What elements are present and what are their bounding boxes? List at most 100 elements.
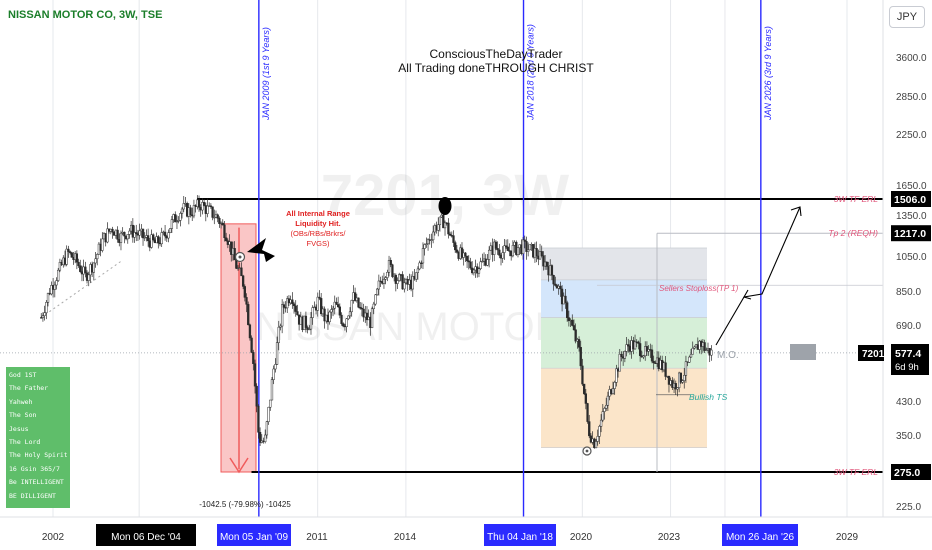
candle-body — [40, 317, 43, 319]
candle-body — [347, 315, 350, 320]
candle-body — [160, 232, 163, 245]
scripture-line: BE DILLIGENT — [9, 491, 56, 500]
candle-body — [389, 259, 392, 265]
candle-body — [243, 286, 246, 298]
candle-body — [650, 349, 654, 362]
candle-body — [213, 217, 216, 219]
candle-body — [163, 231, 167, 237]
scripture-line: The Father — [9, 384, 49, 393]
candle-body — [189, 207, 192, 216]
candle-body — [421, 248, 425, 264]
candle-body — [521, 239, 525, 255]
scripture-line: The Lord — [9, 438, 41, 447]
candle-body — [460, 247, 464, 258]
time-axis-tick: 2029 — [836, 532, 859, 543]
level-bottom-tag-bg — [891, 464, 931, 480]
candle-body — [296, 311, 299, 316]
candle-body — [443, 222, 447, 229]
candle-body — [398, 274, 401, 281]
candle-body — [282, 304, 285, 308]
candle-body — [415, 272, 418, 280]
scripture-note-box: God 1ST The Father Yahweh The Son Jesus … — [6, 367, 70, 508]
candle-body — [225, 237, 228, 242]
scripture-line: Jesus — [9, 424, 29, 433]
time-axis-tick: 2023 — [658, 532, 681, 543]
candle-body — [469, 261, 472, 269]
candle-body — [447, 222, 450, 235]
candle-body — [496, 248, 499, 251]
candle-body — [141, 228, 145, 239]
candle-body — [577, 339, 581, 348]
liquidity-note-line: (OBs/RBs/Brkrs/ — [290, 229, 346, 238]
candle-body — [233, 248, 236, 261]
candle-body — [179, 213, 182, 221]
candle-body — [391, 264, 394, 277]
candle-body — [540, 251, 543, 256]
candle-body — [167, 232, 170, 239]
price-axis-tick: 2250.0 — [896, 130, 927, 141]
current-price-bg — [891, 344, 929, 375]
candle-body — [202, 202, 206, 206]
candle-body — [525, 241, 528, 252]
candle-body — [175, 220, 179, 223]
candle-body — [431, 231, 435, 241]
candle-body — [277, 326, 280, 343]
candle-body — [333, 301, 336, 309]
candle-body — [152, 234, 155, 241]
candle-body — [498, 249, 501, 256]
candle-body — [633, 341, 637, 350]
price-axis-tick: 225.0 — [896, 502, 921, 513]
candle-body — [46, 293, 50, 303]
sellers-stoploss-label: Sellers Stoploss(TP 1) — [659, 284, 739, 293]
candle-body — [247, 304, 250, 326]
candle-body — [681, 380, 684, 383]
time-highlight-label: Mon 06 Dec '04 — [111, 532, 181, 543]
candle-body — [240, 267, 243, 277]
measure-label: -1042.5 (-79.98%) -10425 — [199, 500, 291, 509]
candle-body — [564, 295, 567, 303]
candle-body — [605, 404, 608, 409]
candle-body — [96, 254, 99, 260]
currency-button[interactable]: JPY — [889, 6, 925, 28]
candle-body — [689, 353, 693, 358]
time-highlight-pill — [722, 524, 798, 546]
candle-body — [664, 362, 667, 377]
candle-body — [330, 309, 333, 313]
candles-group — [40, 195, 713, 449]
candle-body — [331, 307, 335, 310]
candle-body — [386, 271, 389, 278]
symbol-title[interactable]: NISSAN MOTOR CO, 3W, TSE — [8, 9, 163, 21]
candle-body — [452, 235, 455, 243]
zone-green — [541, 317, 707, 369]
candle-body — [245, 297, 248, 305]
candle-body — [611, 388, 615, 394]
candle-body — [316, 296, 319, 311]
candle-body — [43, 312, 46, 316]
candle-body — [652, 360, 655, 364]
candle-body — [693, 346, 696, 349]
liquidity-note-line: Liquidity Hit. — [295, 219, 340, 228]
candle-body — [582, 383, 586, 394]
drawdown-arrowhead — [229, 457, 249, 474]
candle-body — [57, 269, 60, 281]
mo-label: M.O. — [717, 350, 739, 361]
cycle-label: JAN 2026 (3rd 9 Years) — [763, 26, 773, 121]
candle-body — [627, 344, 630, 347]
candle-body — [304, 315, 308, 328]
candle-body — [523, 239, 526, 242]
candle-body — [572, 325, 576, 330]
candle-body — [599, 419, 603, 427]
price-axis-tick: 1650.0 — [896, 181, 927, 192]
candle-body — [150, 234, 153, 248]
price-axis-tick: 2850.0 — [896, 92, 927, 103]
tp2-label: Tp 2 (REQH) — [828, 228, 878, 238]
candle-body — [454, 242, 457, 251]
candle-body — [676, 387, 679, 390]
candle-body — [542, 255, 545, 267]
candle-body — [511, 245, 515, 257]
candle-body — [235, 259, 238, 269]
time-highlight-pill — [96, 524, 196, 546]
candle-body — [494, 241, 498, 249]
candle-body — [370, 308, 374, 328]
